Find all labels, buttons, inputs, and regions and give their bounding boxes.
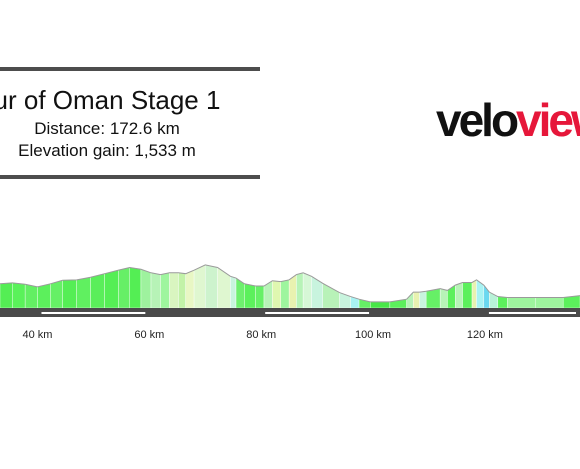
profile-segment: [471, 279, 477, 309]
x-tick-label: 100 km: [355, 329, 391, 341]
profile-segment: [455, 282, 463, 309]
profile-segment: [296, 272, 304, 309]
profile-segment: [178, 272, 186, 309]
elevation-profile-chart: 40 km 60 km 80 km 100 km 120 km: [0, 264, 580, 341]
x-axis-ticks: 40 km 60 km 80 km 100 km 120 km: [22, 329, 502, 341]
profile-segment: [169, 272, 179, 309]
veloviewer-logo: veloview: [436, 93, 580, 147]
profile-segment: [150, 272, 161, 309]
profile-segment: [185, 269, 195, 309]
profile-segment: [462, 282, 473, 309]
profile-segment: [160, 272, 170, 309]
stage-info-box: ur of Oman Stage 1 Distance: 172.6 km El…: [0, 67, 260, 179]
profile-segment: [90, 273, 105, 309]
logo-part-velo: velo: [436, 94, 519, 146]
profile-segment: [370, 301, 391, 309]
profile-segment: [0, 282, 13, 309]
profile-segment: [280, 279, 290, 309]
profile-segment: [50, 280, 63, 309]
profile-segment: [118, 267, 130, 309]
profile-outline: [0, 264, 580, 303]
distance-bar-stripe: [488, 312, 576, 314]
profile-segment: [302, 272, 312, 309]
x-tick-label: 120 km: [467, 329, 503, 341]
distance-bar-stripe: [41, 312, 146, 314]
stage-elevation-gain: Elevation gain: 1,533 m: [18, 141, 196, 160]
profile-segment: [322, 283, 340, 309]
logo-part-view: view: [516, 94, 580, 146]
profile-segment: [244, 283, 256, 309]
title-top-rule: [0, 67, 260, 71]
x-tick-label: 40 km: [22, 329, 52, 341]
profile-segment: [507, 297, 536, 309]
profile-segment: [193, 264, 206, 309]
profile-segment: [205, 264, 218, 309]
profile-segment: [406, 291, 414, 309]
title-bottom-rule: [0, 175, 260, 179]
profile-segment: [230, 276, 237, 309]
profile-segment: [447, 284, 456, 309]
profile-segment: [311, 275, 323, 309]
x-tick-label: 60 km: [134, 329, 164, 341]
profile-segment: [535, 297, 564, 309]
x-tick-label: 80 km: [246, 329, 276, 341]
profile-segments: [0, 264, 580, 309]
distance-bar-stripes: [41, 312, 576, 314]
stage-title: ur of Oman Stage 1: [0, 85, 221, 115]
profile-segment: [104, 269, 119, 309]
profile-segment: [497, 296, 508, 309]
distance-bar-stripe: [265, 312, 370, 314]
profile-segment: [413, 291, 420, 309]
profile-segment: [129, 267, 142, 309]
profile-segment: [439, 288, 448, 309]
profile-segment: [425, 288, 441, 309]
stage-distance: Distance: 172.6 km: [34, 119, 180, 138]
profile-segment: [62, 279, 77, 309]
profile-segment: [217, 267, 231, 309]
profile-segment: [76, 276, 91, 309]
profile-segment: [272, 280, 281, 309]
profile-segment: [140, 268, 152, 309]
profile-segment: [12, 282, 26, 309]
profile-segment: [255, 285, 265, 309]
profile-segment: [24, 283, 38, 309]
profile-segment: [37, 283, 51, 309]
profile-segment: [419, 291, 427, 309]
